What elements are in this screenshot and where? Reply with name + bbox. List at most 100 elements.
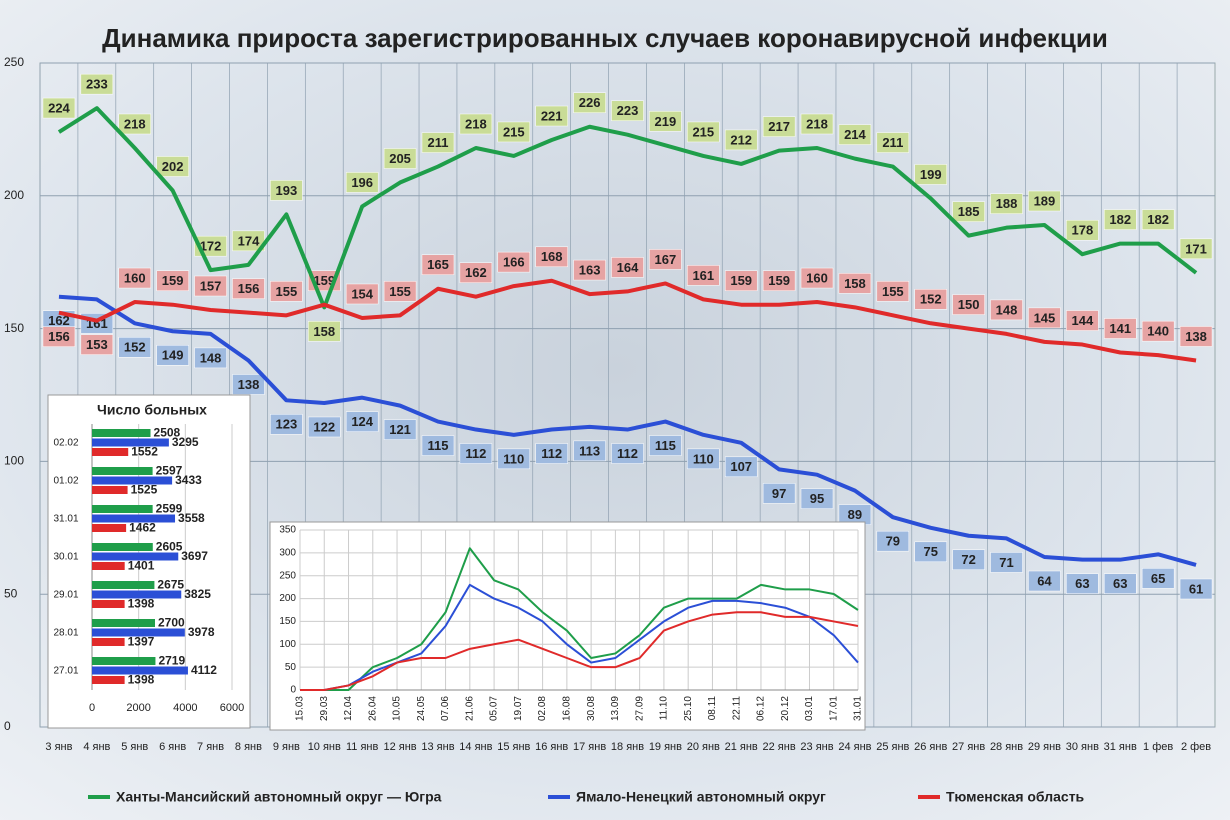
data-label: 172 bbox=[200, 239, 222, 254]
chart-title: Динамика прироста зарегистрированных слу… bbox=[102, 23, 1108, 53]
data-label-box bbox=[345, 172, 379, 193]
x-tick-label: 2 фев bbox=[1181, 741, 1211, 753]
y-tick-label: 31.01 bbox=[53, 514, 78, 525]
data-label: 2599 bbox=[156, 502, 183, 516]
x-tick-label: 4 янв bbox=[83, 741, 110, 753]
data-label-box bbox=[876, 281, 910, 302]
bar bbox=[92, 676, 125, 684]
data-label-box bbox=[535, 443, 568, 464]
data-label: 61 bbox=[1189, 581, 1203, 596]
x-tick-label: 16 янв bbox=[535, 741, 568, 753]
data-label-box bbox=[800, 267, 834, 289]
data-label-box bbox=[1103, 573, 1137, 594]
data-label: 110 bbox=[693, 451, 714, 466]
data-label: 168 bbox=[541, 249, 563, 264]
x-tick-label: 22.11 bbox=[731, 696, 742, 721]
y-tick-label: 50 bbox=[4, 586, 18, 600]
data-label-box bbox=[952, 201, 985, 222]
data-label-box bbox=[459, 443, 493, 464]
y-tick-label: 150 bbox=[4, 321, 24, 335]
data-label-box bbox=[649, 435, 682, 456]
y-tick-label: 28.01 bbox=[53, 628, 78, 639]
data-label: 215 bbox=[503, 124, 525, 139]
data-label: 115 bbox=[427, 438, 448, 453]
data-label-box bbox=[535, 246, 568, 268]
y-tick-label: 0 bbox=[290, 685, 296, 696]
data-label: 2597 bbox=[156, 464, 183, 478]
data-label-box bbox=[649, 249, 682, 270]
data-label-box bbox=[80, 73, 114, 95]
x-tick-label: 11 янв bbox=[346, 741, 379, 753]
data-label: 219 bbox=[655, 114, 677, 129]
data-label: 95 bbox=[810, 491, 824, 506]
data-label: 218 bbox=[465, 116, 487, 131]
y-tick-label: 27.01 bbox=[53, 666, 78, 677]
data-label-box bbox=[118, 337, 152, 358]
x-tick-label: 27 янв bbox=[952, 741, 985, 753]
legend-label: Ханты-Мансийский автономный округ — Югра bbox=[116, 789, 442, 805]
data-label: 110 bbox=[503, 451, 524, 466]
data-label: 233 bbox=[86, 77, 108, 92]
x-tick-label: 4000 bbox=[173, 702, 197, 714]
data-label: 71 bbox=[999, 555, 1013, 570]
bar bbox=[92, 638, 125, 646]
data-label: 148 bbox=[200, 350, 222, 365]
data-label-box bbox=[118, 267, 152, 289]
data-label: 65 bbox=[1151, 571, 1165, 586]
data-label-box bbox=[649, 111, 682, 132]
series-line bbox=[58, 278, 1197, 363]
data-label-box bbox=[42, 97, 76, 119]
data-label: 123 bbox=[276, 417, 298, 432]
data-label-box bbox=[1028, 190, 1061, 212]
x-tick-label: 6000 bbox=[220, 702, 244, 714]
data-label: 2700 bbox=[158, 616, 185, 630]
data-label-box bbox=[990, 193, 1023, 214]
y-tick-label: 30.01 bbox=[53, 552, 78, 563]
data-label: 212 bbox=[730, 132, 752, 147]
data-label-box bbox=[990, 299, 1023, 321]
x-tick-label: 31 янв bbox=[1104, 741, 1137, 753]
x-tick-label: 29.03 bbox=[319, 696, 330, 721]
data-label-box bbox=[611, 443, 644, 464]
data-label-box bbox=[383, 148, 417, 169]
data-label-box bbox=[308, 321, 341, 342]
data-label-box bbox=[611, 100, 644, 121]
x-tick-label: 12 янв bbox=[383, 741, 416, 753]
data-label-box bbox=[383, 419, 417, 440]
series-line bbox=[58, 294, 1197, 567]
data-label: 167 bbox=[655, 252, 677, 267]
data-label-box bbox=[270, 281, 303, 302]
data-label: 158 bbox=[313, 324, 335, 339]
x-tick-label: 15.03 bbox=[295, 696, 306, 721]
data-label-box bbox=[762, 116, 796, 137]
data-label-box bbox=[80, 334, 114, 355]
data-label: 152 bbox=[124, 340, 146, 355]
data-label: 224 bbox=[48, 100, 70, 115]
data-label: 155 bbox=[276, 284, 298, 299]
data-label: 218 bbox=[124, 116, 146, 131]
x-tick-label: 28 янв bbox=[990, 741, 1023, 753]
data-label: 182 bbox=[1109, 212, 1131, 227]
data-label-box bbox=[762, 270, 796, 291]
data-label-box bbox=[838, 273, 872, 294]
data-label-box bbox=[952, 549, 985, 571]
x-tick-label: 31.01 bbox=[853, 696, 864, 721]
data-label: 223 bbox=[617, 103, 639, 118]
data-label: 2719 bbox=[158, 654, 185, 668]
x-tick-label: 26 янв bbox=[914, 741, 947, 753]
data-label-box bbox=[232, 278, 265, 299]
data-label-box bbox=[1141, 568, 1175, 589]
data-label: 205 bbox=[389, 151, 411, 166]
data-label: 121 bbox=[389, 422, 411, 437]
y-tick-label: 0 bbox=[4, 719, 11, 733]
legend-label: Ямало-Ненецкий автономный округ bbox=[576, 789, 826, 805]
x-tick-label: 23 янв bbox=[800, 741, 833, 753]
x-tick-label: 20 янв bbox=[687, 741, 720, 753]
x-tick-label: 9 янв bbox=[273, 741, 300, 753]
x-tick-label: 22 янв bbox=[763, 741, 796, 753]
data-label: 155 bbox=[882, 284, 904, 299]
y-tick-label: 150 bbox=[279, 616, 296, 627]
x-tick-label: 27.09 bbox=[634, 696, 645, 721]
data-label-box bbox=[156, 345, 189, 366]
x-tick-label: 11.10 bbox=[659, 696, 670, 721]
